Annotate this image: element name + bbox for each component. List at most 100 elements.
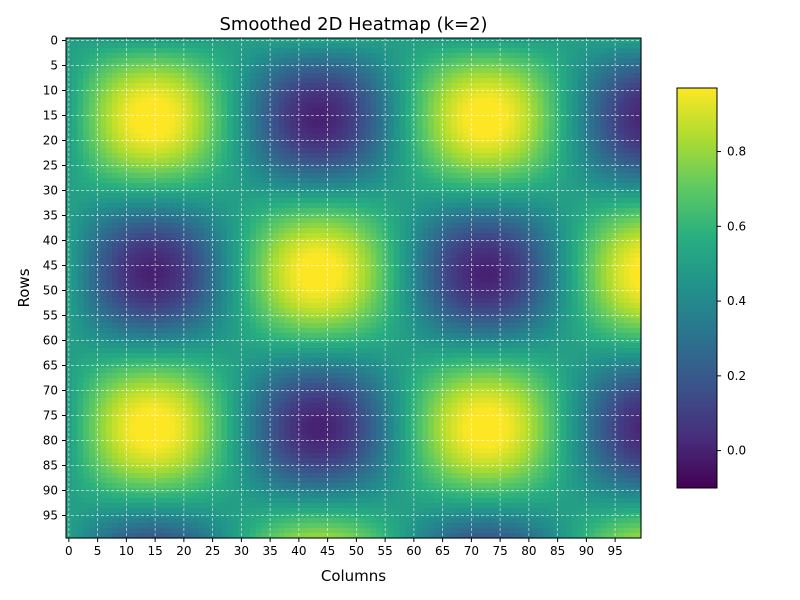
heatmap-cell (376, 253, 383, 259)
heatmap-cell (284, 43, 291, 49)
heatmap-cell (301, 138, 309, 144)
heatmap-cell (301, 178, 309, 184)
heatmap-cell (388, 273, 395, 279)
heatmap-cell (485, 143, 493, 149)
heatmap-cell (112, 128, 119, 134)
heatmap-cell (232, 153, 240, 159)
heatmap-cell (485, 128, 493, 134)
heatmap-cell (117, 178, 125, 184)
heatmap-cell (405, 223, 412, 229)
heatmap-cell (261, 138, 268, 144)
heatmap-cell (606, 243, 613, 249)
heatmap-cell (462, 58, 470, 64)
heatmap-cell (336, 103, 343, 109)
heatmap-cell (336, 213, 343, 219)
heatmap-cell (520, 153, 527, 159)
heatmap-cell (428, 173, 435, 179)
heatmap-cell (244, 233, 251, 239)
heatmap-cell (485, 53, 493, 59)
heatmap-cell (255, 203, 263, 209)
heatmap-cell (428, 148, 435, 154)
heatmap-cell (106, 68, 113, 74)
heatmap-cell (163, 183, 171, 189)
heatmap-cell (618, 73, 625, 79)
heatmap-cell (342, 38, 349, 44)
heatmap-cell (428, 123, 435, 129)
heatmap-cell (255, 228, 263, 234)
heatmap-cell (589, 58, 596, 64)
heatmap-cell (186, 168, 194, 174)
heatmap-cell (549, 168, 556, 174)
heatmap-cell (221, 148, 228, 154)
heatmap-cell (169, 258, 176, 264)
heatmap-cell (186, 203, 194, 209)
heatmap-cell (376, 233, 383, 239)
heatmap-cell (135, 253, 142, 259)
heatmap-cell (106, 193, 113, 199)
heatmap-cell (388, 143, 395, 149)
heatmap-cell (71, 208, 79, 214)
heatmap-cell (89, 93, 96, 99)
heatmap-cell (589, 178, 596, 184)
heatmap-cell (474, 83, 481, 89)
heatmap-cell (422, 68, 429, 74)
heatmap-cell (255, 223, 263, 229)
heatmap-cell (393, 118, 401, 124)
heatmap-cell (422, 58, 429, 64)
heatmap-cell (416, 58, 424, 64)
heatmap-cell (290, 278, 297, 284)
heatmap-cell (347, 283, 355, 289)
heatmap-cell (198, 128, 205, 134)
heatmap-cell (250, 243, 257, 249)
heatmap-cell (278, 158, 286, 164)
heatmap-cell (405, 108, 412, 114)
heatmap-cell (77, 78, 84, 84)
heatmap-cell (629, 123, 636, 129)
heatmap-cell (319, 178, 326, 184)
heatmap-cell (480, 48, 487, 54)
heatmap-cell (520, 133, 527, 139)
heatmap-cell (393, 93, 401, 99)
heatmap-cell (365, 158, 372, 164)
heatmap-cell (169, 133, 176, 139)
heatmap-cell (508, 98, 516, 104)
heatmap-cell (175, 253, 182, 259)
heatmap-cell (388, 193, 395, 199)
heatmap-cell (428, 83, 435, 89)
heatmap-cell (129, 243, 136, 249)
heatmap-cell (365, 118, 372, 124)
heatmap-cell (474, 198, 481, 204)
heatmap-cell (307, 223, 314, 229)
heatmap-cell (146, 163, 153, 169)
heatmap-cell (480, 248, 487, 254)
heatmap-cell (376, 258, 383, 264)
heatmap-cell (319, 203, 326, 209)
heatmap-cell (572, 253, 579, 259)
heatmap-cell (428, 73, 435, 79)
heatmap-cell (480, 243, 487, 249)
heatmap-cell (491, 258, 498, 264)
heatmap-cell (434, 153, 441, 159)
heatmap-cell (577, 198, 585, 204)
heatmap-cell (537, 243, 544, 249)
heatmap-cell (204, 168, 211, 174)
heatmap-cell (313, 283, 320, 289)
heatmap-cell (215, 203, 222, 209)
heatmap-cell (250, 103, 257, 109)
heatmap-cell (221, 158, 228, 164)
heatmap-cell (635, 158, 642, 164)
heatmap-cell (250, 148, 257, 154)
heatmap-cell (100, 203, 107, 209)
heatmap-cell (457, 193, 464, 199)
heatmap-cell (428, 53, 435, 59)
heatmap-cell (106, 73, 113, 79)
heatmap-cell (577, 118, 585, 124)
heatmap-cell (106, 113, 113, 119)
heatmap-cell (508, 218, 516, 224)
heatmap-cell (106, 228, 113, 234)
heatmap-cell (393, 73, 401, 79)
heatmap-cell (491, 68, 498, 74)
heatmap-cell (330, 183, 337, 189)
heatmap-cell (290, 143, 297, 149)
heatmap-cell (416, 273, 424, 279)
